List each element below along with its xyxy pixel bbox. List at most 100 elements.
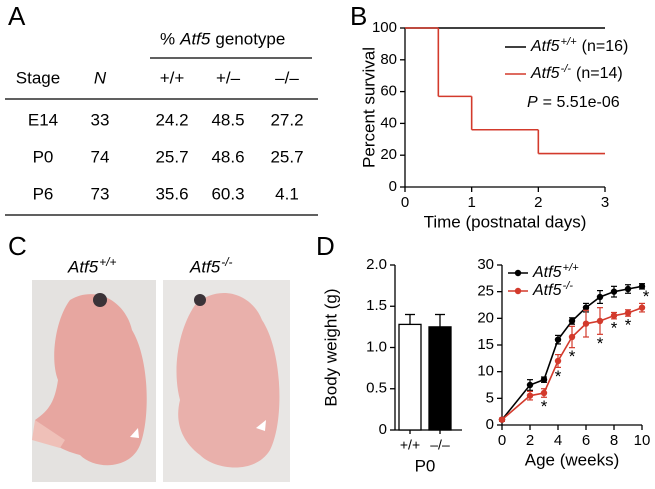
photo-label-superscript: -/- xyxy=(221,255,232,269)
y-tick-label: 0 xyxy=(389,178,397,195)
table-cell: 60.3 xyxy=(211,184,244,203)
point xyxy=(638,283,646,290)
x-tick-label: 8 xyxy=(610,432,618,449)
x-axis-label: P0 xyxy=(415,456,436,475)
y-tick-label: 10 xyxy=(477,363,494,380)
legend-label-superscript: +/+ xyxy=(562,262,579,274)
photo-label-gene: Atf5 xyxy=(67,257,99,276)
legend-label-gene: Atf5 xyxy=(532,264,562,281)
point xyxy=(582,304,590,311)
table-cell: 73 xyxy=(91,184,110,203)
legend-label-gene: Atf5 xyxy=(530,65,560,82)
table-group-prefix: % xyxy=(160,29,175,48)
annotation-symbol: P xyxy=(527,94,538,111)
x-tick-label: 10 xyxy=(634,432,651,449)
significance-marker: * xyxy=(597,334,604,353)
y-tick-label: 5 xyxy=(486,389,494,406)
y-tick-label: 30 xyxy=(477,256,494,273)
legend-label-superscript: -/- xyxy=(560,63,571,75)
point xyxy=(540,389,548,397)
significance-marker: * xyxy=(625,316,632,335)
series-line xyxy=(501,285,643,421)
y-axis-label: Percent survival xyxy=(359,47,378,168)
table-header: +/+ xyxy=(160,68,185,87)
legend-marker xyxy=(514,287,522,295)
y-tick-label: 20 xyxy=(477,309,494,326)
point xyxy=(540,376,548,383)
table-cell: 25.7 xyxy=(155,147,188,166)
point xyxy=(568,333,576,341)
legend-label-count: (n=14) xyxy=(576,65,623,82)
y-tick-label: 0.5 xyxy=(366,380,387,397)
x-tick-label: +/+ xyxy=(400,437,420,453)
table-cell: 33 xyxy=(91,110,110,129)
significance-marker: * xyxy=(643,287,650,306)
x-axis-label: Age (weeks) xyxy=(525,450,619,469)
table-group-suffix: genotype xyxy=(215,29,285,48)
significance-marker: * xyxy=(611,318,618,337)
table-cell: 25.7 xyxy=(270,147,303,166)
panel-label: A xyxy=(8,1,26,31)
annotation-text: = 5.51e-06 xyxy=(543,94,620,111)
legend-label-count: (n=16) xyxy=(582,38,629,55)
legend-label-gene: Atf5 xyxy=(532,282,562,299)
point xyxy=(526,381,534,389)
point xyxy=(624,309,632,317)
y-tick-label: 2.0 xyxy=(366,256,387,273)
y-axis-label: Body weight (g) xyxy=(321,288,340,406)
table-cell: 24.2 xyxy=(155,110,188,129)
y-tick-label: 0 xyxy=(379,421,387,438)
x-tick-label: 2 xyxy=(526,432,534,449)
x-tick-label: 4 xyxy=(554,432,562,449)
x-tick-label: 6 xyxy=(582,432,590,449)
panel-label: D xyxy=(316,231,335,261)
significance-marker: * xyxy=(555,367,562,386)
table-cell: E14 xyxy=(28,110,58,129)
y-tick-label: 100 xyxy=(372,19,397,36)
series-line xyxy=(501,306,643,421)
y-tick-label: 25 xyxy=(477,283,494,300)
point xyxy=(610,288,618,295)
x-tick-label: 3 xyxy=(601,194,609,211)
table-cell: P0 xyxy=(33,147,54,166)
point xyxy=(638,304,646,311)
table-cell: 74 xyxy=(91,147,110,166)
x-axis-label: Time (postnatal days) xyxy=(424,212,587,231)
legend-label-superscript: +/+ xyxy=(560,36,577,48)
y-tick-label: 60 xyxy=(380,83,397,100)
point xyxy=(498,416,506,423)
point xyxy=(610,312,618,319)
point xyxy=(554,357,562,365)
y-tick-label: 1.0 xyxy=(366,338,387,355)
significance-marker: * xyxy=(569,347,576,366)
x-tick-label: 1 xyxy=(467,194,475,211)
legend-label-gene: Atf5 xyxy=(530,38,560,55)
panel-label: C xyxy=(8,231,27,261)
photo-left xyxy=(32,280,156,482)
table-header: N xyxy=(94,68,107,87)
y-tick-label: 20 xyxy=(380,146,397,163)
point xyxy=(596,293,604,301)
x-tick-label: 0 xyxy=(401,194,409,211)
photo-right xyxy=(163,280,290,482)
table-cell: 4.1 xyxy=(275,184,299,203)
y-tick-label: 80 xyxy=(380,51,397,68)
table-header: –/– xyxy=(275,68,299,87)
bar xyxy=(428,326,452,431)
x-tick-label: –/– xyxy=(430,437,450,453)
table-cell: P6 xyxy=(33,184,54,203)
table-cell: 27.2 xyxy=(270,110,303,129)
table-group-gene: Atf5 xyxy=(179,29,211,48)
y-tick-label: 0 xyxy=(486,416,494,433)
panel-label: B xyxy=(350,1,367,31)
table-cell: 48.6 xyxy=(211,147,244,166)
y-tick-label: 1.5 xyxy=(366,297,387,314)
table-cell: 48.5 xyxy=(211,110,244,129)
x-tick-label: 0 xyxy=(498,432,506,449)
point xyxy=(554,336,562,343)
legend-label-superscript: -/- xyxy=(562,280,573,292)
bar xyxy=(398,323,422,431)
table-header: +/– xyxy=(216,68,241,87)
table-cell: 35.6 xyxy=(155,184,188,203)
